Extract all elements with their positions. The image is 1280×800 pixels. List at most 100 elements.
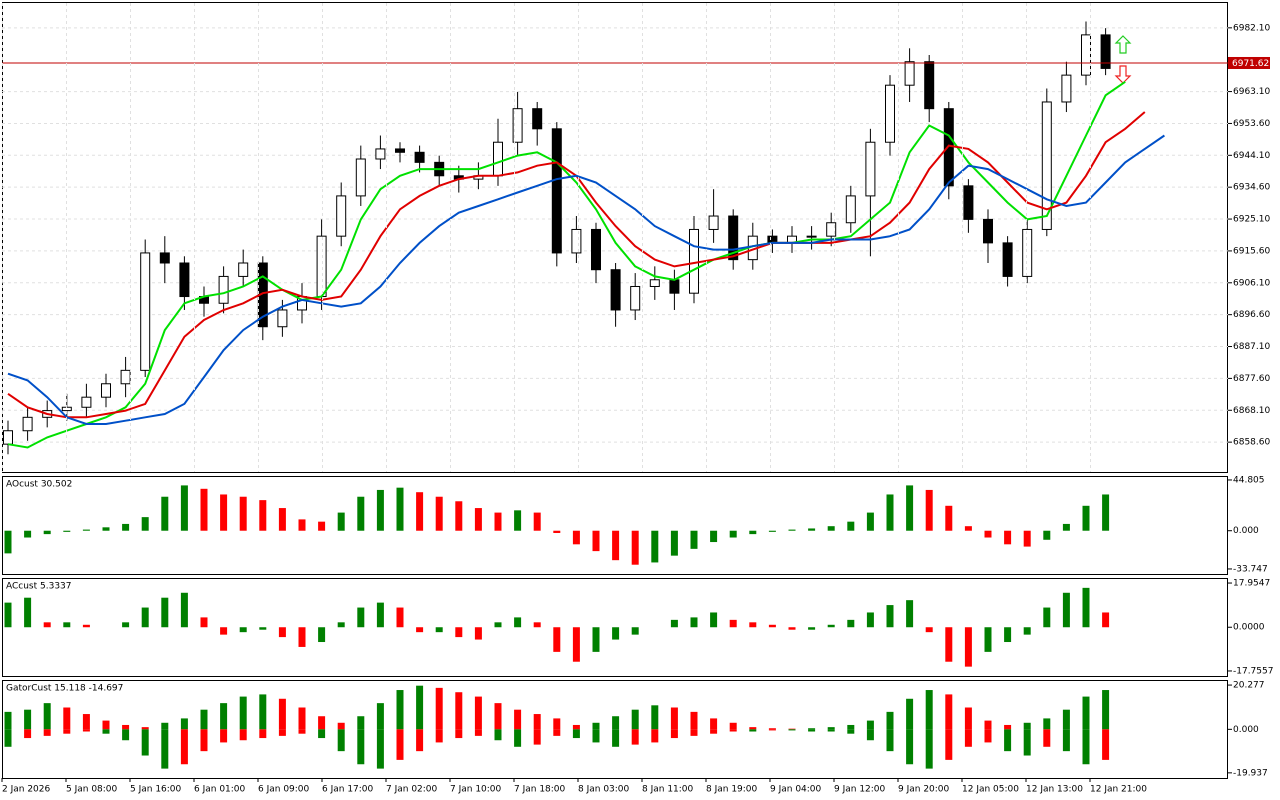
gator-bar	[925, 690, 933, 730]
x-tick-label: 9 Jan 04:00	[770, 785, 822, 795]
candle-body	[591, 228, 601, 271]
gator-bar	[376, 703, 384, 730]
histogram-bar	[239, 496, 247, 531]
gator-bar	[180, 718, 188, 730]
y-tick-label: 20.277	[1233, 681, 1265, 691]
gator-bar	[318, 716, 326, 730]
histogram-bar	[906, 600, 914, 628]
histogram-bar	[925, 489, 933, 531]
gator-bar	[435, 729, 443, 743]
gator-bar	[788, 728, 796, 730]
histogram-bar	[278, 508, 286, 531]
histogram-bar	[827, 624, 835, 628]
gator-bar	[1043, 729, 1051, 747]
histogram-bar	[670, 619, 678, 628]
histogram-bar	[690, 530, 698, 549]
histogram-bar	[435, 496, 443, 531]
histogram-bar	[161, 597, 169, 628]
gator-bar	[945, 729, 953, 760]
histogram-bar	[180, 485, 188, 531]
candle-body	[767, 235, 778, 244]
histogram-bar	[396, 487, 404, 531]
gator-bar	[808, 729, 816, 732]
histogram-bar	[1043, 607, 1051, 628]
gator-bar	[729, 722, 737, 730]
alligator-line	[7, 134, 1165, 425]
gator-bar	[651, 729, 659, 743]
gator-bar	[514, 729, 522, 747]
candle-body	[1041, 101, 1052, 230]
gator-bar	[239, 729, 247, 741]
x-tick-label: 2 Jan 2026	[2, 785, 50, 795]
gator-bar	[925, 729, 933, 769]
gator-bar	[200, 729, 208, 752]
histogram-bar	[514, 510, 522, 531]
y-tick-label: 17.9547	[1233, 579, 1270, 589]
gator-bar	[886, 729, 894, 752]
x-tick-label: 5 Jan 08:00	[66, 785, 118, 795]
gator-bar	[298, 707, 306, 730]
gator-bar	[43, 703, 51, 730]
candle-body	[140, 252, 151, 371]
candle-body	[571, 228, 582, 254]
gator-bar	[866, 729, 874, 741]
histogram-bar	[984, 530, 992, 538]
histogram-bar	[141, 517, 149, 531]
candle-body	[983, 218, 993, 244]
candle-body	[532, 108, 543, 130]
histogram-bar	[592, 530, 600, 552]
gator-bar	[63, 707, 71, 730]
y-tick-label: 6887.10	[1233, 342, 1270, 352]
y-tick-label: 6858.60	[1233, 438, 1270, 448]
gator-bar	[318, 729, 326, 739]
histogram-bar	[984, 627, 992, 652]
histogram-bar	[768, 624, 776, 628]
gator-bar	[180, 729, 188, 765]
histogram-bar	[553, 530, 561, 533]
histogram-bar	[24, 597, 32, 628]
gator-bar	[24, 729, 32, 739]
y-tick-label: -17.7557	[1233, 666, 1273, 676]
gator-panel	[2, 680, 1228, 779]
gator-bar	[964, 707, 972, 730]
candle-body	[375, 148, 386, 160]
candle-body	[238, 262, 249, 277]
gator-bar	[827, 729, 835, 732]
gator-bar	[278, 698, 286, 730]
histogram-bar	[710, 612, 718, 628]
gator-bar	[259, 729, 267, 739]
gator-bar	[220, 703, 228, 730]
gator-bar	[82, 729, 90, 732]
gator-bar	[416, 685, 424, 730]
histogram-bar	[553, 627, 561, 652]
candle-body	[101, 383, 111, 398]
gator-bar	[1082, 696, 1090, 730]
histogram-bar	[318, 521, 326, 531]
gator-bar	[847, 724, 855, 730]
x-tick-label: 6 Jan 17:00	[322, 785, 374, 795]
histogram-bar	[337, 622, 345, 628]
histogram-bar	[1102, 612, 1110, 628]
gator-bar	[749, 729, 757, 732]
histogram-bar	[259, 500, 267, 531]
gator-bar	[1004, 724, 1012, 730]
gator-bar	[376, 729, 384, 769]
gator-bar	[847, 729, 855, 734]
candle-body	[1061, 74, 1072, 103]
gator-bar	[396, 729, 404, 760]
histogram-bar	[357, 496, 365, 531]
histogram-bar	[82, 624, 90, 628]
histogram-bar	[768, 530, 776, 532]
gator-bar	[612, 716, 620, 730]
sell-arrow	[1114, 65, 1132, 84]
histogram-bar	[906, 485, 914, 531]
histogram-bar	[925, 627, 933, 633]
current-price-label: 6971.62	[1232, 59, 1269, 69]
histogram-bar	[612, 530, 620, 561]
histogram-bar	[102, 527, 110, 531]
gator-bar	[200, 709, 208, 730]
gator-bar	[259, 694, 267, 730]
x-tick-label: 7 Jan 18:00	[514, 785, 566, 795]
x-tick-label: 12 Jan 21:00	[1090, 785, 1147, 795]
